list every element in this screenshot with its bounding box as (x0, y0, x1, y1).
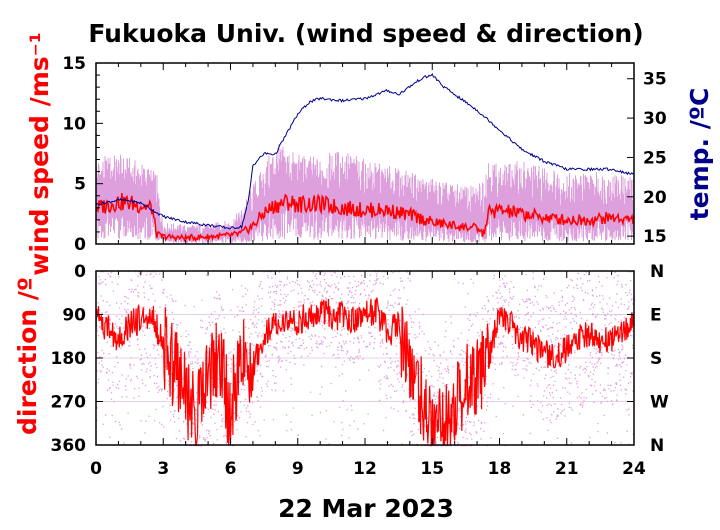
wind-y-tick-label: 0 (74, 235, 86, 255)
direction-line (95, 297, 635, 448)
temp-y-tick-label: 25 (643, 148, 667, 168)
chart-title: Fukuoka Univ. (wind speed & direction) (88, 19, 643, 48)
temp-y-tick-label: 15 (643, 227, 667, 247)
x-tick-label: 21 (555, 459, 579, 479)
compass-label: N (650, 436, 664, 456)
wind-speed-panel: 0 5 10 15 15 20 25 30 35 (62, 54, 667, 255)
wind-y-tick-label: 10 (62, 114, 86, 134)
direction-y-tick-label: 180 (51, 349, 87, 369)
x-axis-label: 22 Mar 2023 (278, 494, 454, 523)
temperature-line (95, 72, 635, 230)
compass-label: S (650, 349, 662, 369)
wind-speed-line (95, 193, 635, 243)
direction-axis-label: direction /º (13, 277, 42, 435)
direction-y-tick-label: 270 (51, 393, 87, 413)
temp-y-tick-label: 35 (643, 70, 667, 90)
direction-panel: 0 3 6 9 12 15 18 21 24 0 90 180 270 360 N E S W N (51, 262, 670, 479)
x-tick-label: 15 (420, 459, 444, 479)
wind-speed-axis-label: wind speed /ms⁻¹ (25, 32, 54, 276)
gust-band-path (95, 144, 635, 244)
temp-y-tick-label: 20 (643, 188, 667, 208)
direction-y-tick-label: 360 (51, 436, 87, 456)
direction-y-tick-label: 90 (62, 306, 86, 326)
compass-label: E (650, 306, 662, 326)
compass-label: W (650, 393, 669, 413)
x-tick-label: 0 (90, 459, 102, 479)
x-tick-label: 9 (292, 459, 304, 479)
temperature-axis-label: temp. /ºC (685, 88, 714, 221)
x-tick-label: 6 (225, 459, 237, 479)
x-tick-label: 3 (157, 459, 169, 479)
temp-y-tick-label: 30 (643, 109, 667, 129)
x-tick-label: 24 (622, 459, 646, 479)
x-tick-label: 18 (488, 459, 512, 479)
wind-y-tick-label: 15 (62, 54, 86, 74)
direction-spread-dots (96, 271, 636, 447)
gust-band (95, 144, 635, 244)
direction-y-tick-label: 0 (74, 262, 86, 282)
x-tick-label: 12 (353, 459, 377, 479)
compass-label: N (650, 262, 664, 282)
wind-y-tick-label: 5 (74, 175, 86, 195)
